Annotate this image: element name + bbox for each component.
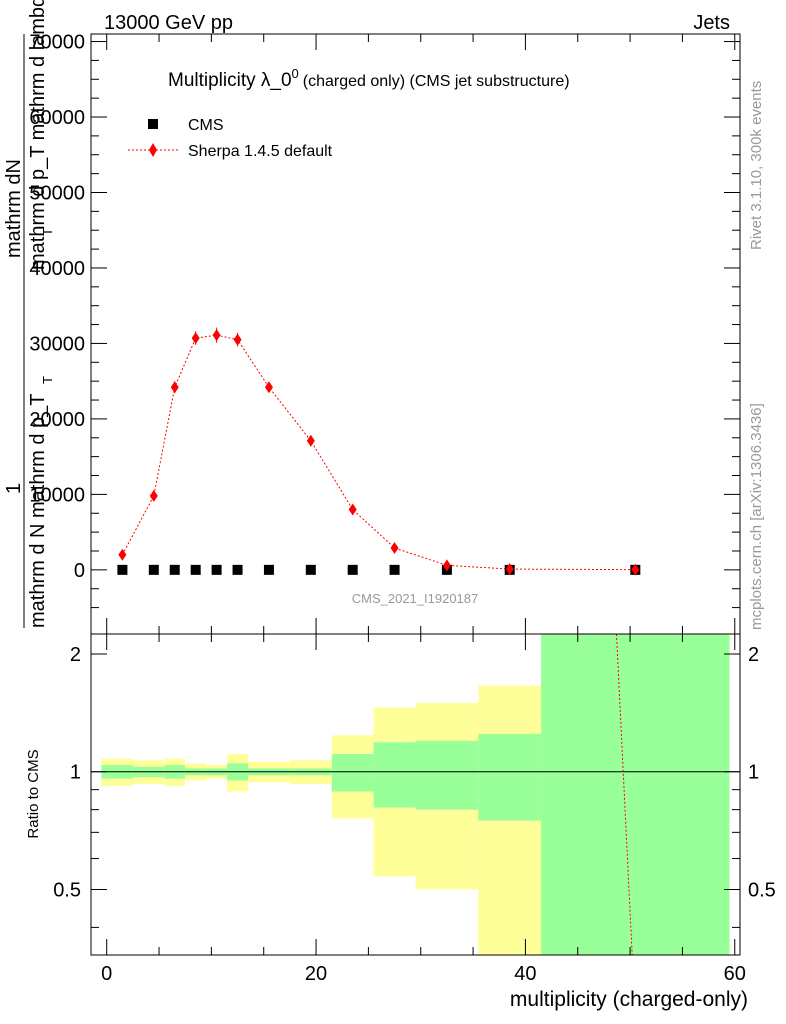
cms-data-point — [347, 564, 358, 575]
y-axis-label: mathrm dN mathrm d p_T mathrm d lambda T… — [3, 0, 55, 628]
rivet-label: Rivet 3.1.10, 300k events — [748, 81, 765, 250]
ratio-y-axis: 0.5 0.5 1 1 2 2 — [53, 644, 776, 928]
cms-data-point — [389, 564, 400, 575]
main-panel: Multiplicity λ_00 (charged only) (CMS jet… — [3, 0, 741, 635]
y-tick-label: 70000 — [29, 32, 85, 54]
x-tick-label: 20 — [305, 963, 327, 985]
mc-data-point — [348, 503, 357, 516]
ratio-panel: 0.5 0.5 1 1 2 2 0 20 40 60 Ratio to CMS multipli… — [25, 633, 776, 1011]
mc-data-point — [212, 329, 221, 342]
top-x-ticks — [106, 34, 736, 634]
mc-data-point — [191, 332, 200, 345]
mc-data-point — [390, 541, 399, 554]
cms-data-point — [232, 564, 243, 575]
analysis-watermark: CMS_2021_I1920187 — [352, 591, 479, 606]
y-tick-label: 20000 — [29, 409, 85, 431]
legend-mc-marker — [149, 143, 157, 157]
ratio-y-tick-label: 0.5 — [53, 879, 81, 901]
y-tick-label: 0 — [74, 560, 85, 582]
ylabel-front-num: 1 — [3, 483, 25, 494]
ylabel-front-den: mathrm d N mathrm d p_T — [27, 393, 49, 628]
ratio-frame — [90, 633, 741, 956]
ylabel-bottom: mathrm d p_T mathrm d lambda — [27, 0, 49, 270]
ylabel-front-sub: T — [40, 376, 55, 384]
mc-data-point — [631, 563, 640, 576]
mc-data-point — [149, 489, 158, 502]
mc-data-point — [170, 381, 179, 394]
ratio-stat-band — [541, 634, 730, 955]
y-tick-label: 30000 — [29, 333, 85, 355]
mc-data-point — [505, 563, 514, 576]
ratio-bands — [101, 634, 730, 955]
mc-data-point — [306, 434, 315, 447]
header-energy: 13000 GeV pp — [104, 12, 233, 34]
ylabel-top: mathrm dN — [3, 159, 25, 258]
header-category: Jets — [693, 12, 730, 34]
ratio-stat-band — [478, 733, 542, 821]
y-tick-label: 10000 — [29, 484, 85, 506]
mc-data-point — [233, 333, 242, 346]
ratio-x-axis: 0 20 40 60 — [101, 634, 746, 985]
cms-data-point — [190, 564, 201, 575]
x-tick-label: 60 — [724, 963, 746, 985]
legend: CMS Sherpa 1.4.5 default — [128, 117, 333, 160]
x-axis-label: multiplicity (charged-only) — [510, 988, 748, 1011]
legend-cms-marker — [148, 119, 158, 129]
cms-data-point — [263, 564, 274, 575]
cms-data-point — [211, 564, 222, 575]
ratio-mc-line — [615, 633, 633, 956]
ratio-y-tick-label: 2 — [70, 644, 81, 666]
chart-title: Multiplicity λ_00 (charged only) (CMS jet… — [168, 66, 570, 91]
ratio-stat-band — [331, 754, 374, 792]
mc-data-point — [264, 381, 273, 394]
cms-data-point — [169, 564, 180, 575]
cms-data-point — [305, 564, 316, 575]
ratio-y-tick-label: 1 — [70, 762, 81, 784]
y-tick-label: 50000 — [29, 182, 85, 204]
mc-data-point — [442, 559, 451, 572]
cms-data-point — [148, 564, 159, 575]
y-tick-label: 40000 — [29, 258, 85, 280]
y-tick-label: 60000 — [29, 107, 85, 129]
ratio-y-tick-label-right: 2 — [748, 644, 759, 666]
mc-series-line — [121, 334, 636, 571]
ratio-stat-band — [415, 740, 479, 810]
x-tick-label: 0 — [101, 963, 112, 985]
top-data — [117, 327, 641, 576]
ratio-y-tick-label-right: 1 — [748, 762, 759, 784]
legend-mc-label: Sherpa 1.4.5 default — [188, 143, 333, 160]
mcplots-label: mcplots.cern.ch [arXiv:1306.3436] — [748, 403, 765, 630]
ratio-y-tick-label-right: 0.5 — [748, 879, 776, 901]
legend-cms-label: CMS — [188, 117, 224, 134]
ratio-ylabel: Ratio to CMS — [25, 749, 42, 838]
cms-data-point — [117, 564, 128, 575]
mc-data-point — [118, 548, 127, 561]
x-tick-label: 40 — [514, 963, 536, 985]
top-y-axis: 0 10000 20000 30000 40000 50000 60000 70000 — [29, 32, 740, 609]
ylabel-bottom-sub: T — [40, 228, 55, 236]
ratio-stat-band — [373, 742, 416, 808]
